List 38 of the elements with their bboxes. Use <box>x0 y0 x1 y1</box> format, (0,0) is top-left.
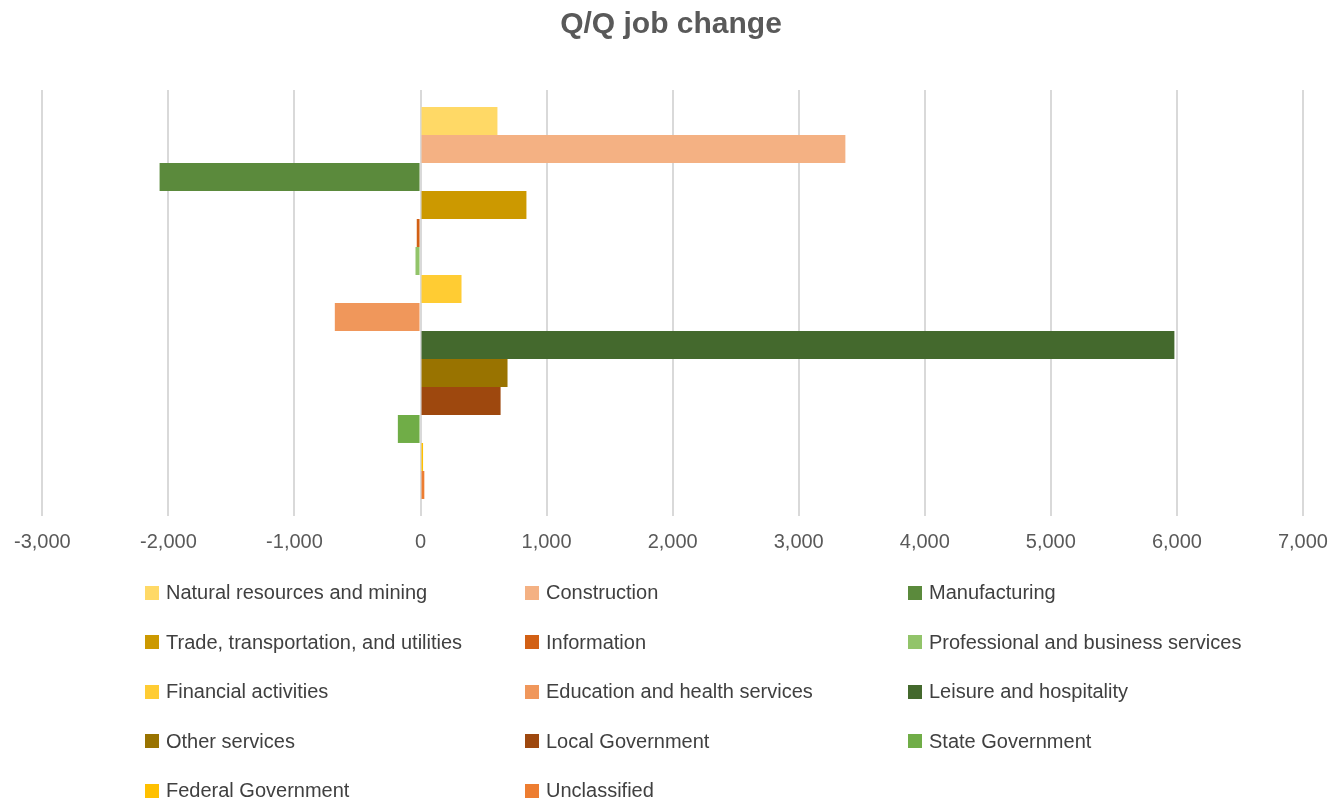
bar <box>415 247 420 276</box>
legend-label: Professional and business services <box>929 630 1242 654</box>
bar <box>159 163 420 192</box>
x-tick-label: 2,000 <box>647 529 698 552</box>
bar <box>421 386 501 415</box>
chart-title: Q/Q job change <box>559 5 783 41</box>
bar <box>397 414 420 443</box>
bar <box>421 191 527 220</box>
legend-label: Unclassified <box>546 779 654 803</box>
x-tick-label: 0 <box>414 529 427 552</box>
legend-label: Information <box>546 630 647 654</box>
bar <box>421 358 508 387</box>
legend-label: Natural resources and mining <box>166 581 428 605</box>
x-tick-label: -3,000 <box>14 529 71 552</box>
bar <box>421 275 462 303</box>
legend-label: Construction <box>546 581 659 605</box>
x-tick-label: 4,000 <box>899 529 950 552</box>
legend-label: State Government <box>929 729 1092 753</box>
bar <box>421 135 846 164</box>
x-tick-label: 3,000 <box>773 529 824 552</box>
legend-label: Federal Government <box>166 779 350 803</box>
legend-label: Education and health services <box>546 680 813 704</box>
legend-label: Trade, transportation, and utilities <box>166 630 463 654</box>
legend-label: Leisure and hospitality <box>929 680 1129 704</box>
x-tick-label: -1,000 <box>266 529 323 552</box>
bar <box>421 107 498 136</box>
x-tick-label: 6,000 <box>1151 529 1202 552</box>
x-tick-label: -2,000 <box>140 529 197 552</box>
bar <box>416 219 420 248</box>
x-tick-label: 5,000 <box>1025 529 1076 552</box>
x-tick-label: 1,000 <box>521 529 572 552</box>
bar <box>334 303 420 331</box>
legend-label: Manufacturing <box>929 581 1056 605</box>
legend-label: Financial activities <box>166 680 329 704</box>
x-tick-label: 7,000 <box>1277 529 1329 552</box>
legend-label: Local Government <box>546 729 710 753</box>
bar <box>421 330 1175 359</box>
legend-label: Other services <box>166 729 295 753</box>
